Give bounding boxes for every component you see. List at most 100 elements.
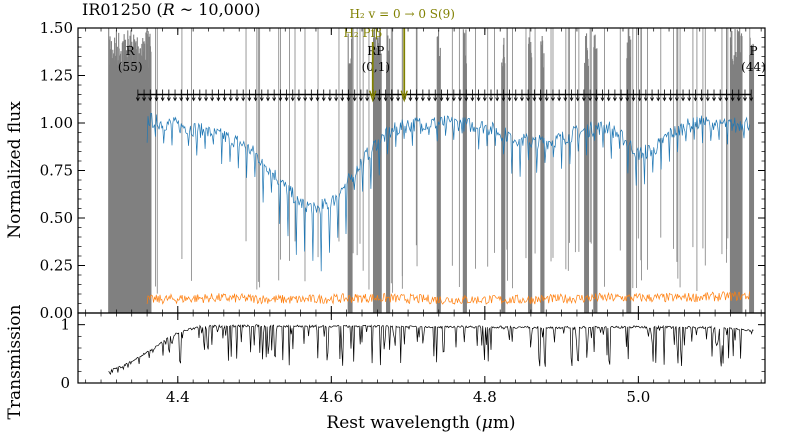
line-marker-arrow (569, 89, 574, 102)
line-markers (135, 89, 754, 102)
branch-label: RP (367, 44, 384, 58)
masked-region (584, 33, 590, 313)
line-marker-arrow (427, 89, 431, 102)
line-marker-arrow (526, 89, 531, 102)
masked-region (501, 37, 506, 313)
line-marker-arrow (389, 89, 394, 102)
line-marker-arrow (365, 89, 370, 102)
flux-panel: R (55) RP (0,1) P (44) H₂ v = 0 → 0 S(9) H₂ Pfβ… (5, 7, 766, 322)
line-marker-arrow (278, 89, 283, 102)
line-marker-arrow (414, 89, 419, 102)
line-marker-arrow (662, 89, 667, 102)
line-marker-arrow (191, 89, 196, 102)
line-marker-arrow (650, 89, 655, 102)
line-marker-arrow (135, 89, 140, 102)
masked-region (749, 37, 755, 313)
line-marker-arrow (631, 89, 636, 102)
y-tick-label: 0.00 (40, 304, 73, 322)
line-marker-arrow (284, 89, 289, 102)
y-tick-label: 1.00 (40, 114, 73, 132)
line-marker-arrow (296, 89, 301, 102)
line-marker-arrow (544, 89, 549, 102)
line-marker-arrow (346, 89, 351, 102)
line-marker-arrow (637, 89, 642, 102)
x-tick-label: 4.4 (166, 388, 190, 406)
line-marker-arrow (241, 89, 246, 102)
line-marker-arrow (445, 89, 450, 102)
masked-region (347, 28, 353, 313)
line-marker-arrow (513, 89, 518, 102)
masked-region (108, 28, 152, 313)
line-marker-arrow (749, 89, 754, 102)
line-marker-arrow (204, 89, 208, 102)
line-marker-arrow (501, 89, 506, 102)
transmission-panel: 0 1 4.4 4.6 4.8 5.0 Transmission Rest wavelen… (5, 305, 766, 433)
line-marker-arrow (563, 89, 568, 102)
masked-region (372, 28, 382, 313)
masked-region (593, 34, 598, 313)
line-marker-arrow (197, 89, 202, 102)
line-marker-arrow (532, 89, 537, 102)
line-marker-arrow (272, 89, 277, 102)
line-marker-arrow (327, 89, 332, 102)
line-marker-arrow (482, 89, 487, 102)
line-marker-arrow (470, 89, 475, 102)
y-tick-label: 1.25 (40, 67, 73, 85)
h2-pfb-label: H₂ Pfβ (343, 26, 382, 40)
line-marker-arrow (259, 89, 264, 102)
line-marker-arrow (575, 89, 580, 102)
h2-line-arrow (400, 28, 408, 103)
branch-index: (55) (118, 60, 143, 74)
branch-index: (0,1) (362, 60, 390, 74)
line-marker-arrow (185, 89, 190, 102)
x-axis-label: Rest wavelength (μm) (326, 413, 515, 433)
line-marker-arrow (724, 89, 729, 102)
line-marker-arrow (718, 89, 723, 102)
line-marker-arrow (358, 89, 363, 102)
line-marker-arrow (458, 89, 462, 102)
line-marker-arrow (222, 89, 227, 102)
line-marker-arrow (142, 89, 147, 102)
line-marker-arrow (408, 89, 413, 102)
line-marker-arrow (681, 89, 685, 102)
x-tick-label: 4.8 (473, 388, 497, 406)
line-marker-arrow (699, 89, 704, 102)
masked-region (462, 29, 467, 313)
line-marker-arrow (520, 89, 524, 102)
series-normalized-flux (146, 112, 750, 272)
masked-region (540, 35, 545, 313)
x-tick-label: 5.0 (626, 388, 650, 406)
line-marker-arrow (334, 89, 339, 102)
line-marker-arrow (656, 89, 661, 102)
line-marker-arrow (557, 89, 562, 102)
line-marker-arrow (383, 89, 388, 102)
line-marker-arrow (550, 89, 555, 102)
line-marker-arrow (235, 89, 239, 102)
line-marker-arrow (712, 89, 716, 102)
transmission-y-axis-label: Transmission (5, 305, 25, 420)
branch-label: P (749, 44, 757, 58)
line-marker-arrow (687, 89, 692, 102)
chart-title: IR01250 (R ~ 10,000) (82, 0, 260, 19)
line-marker-arrow (606, 89, 611, 102)
line-marker-arrow (179, 89, 184, 102)
line-marker-arrow (451, 89, 456, 102)
line-marker-arrow (600, 89, 605, 102)
line-marker-arrow (309, 89, 314, 102)
line-marker-arrow (581, 89, 586, 102)
line-marker-arrow (352, 89, 357, 102)
line-marker-arrow (730, 89, 735, 102)
y-tick-label: 0 (60, 374, 70, 392)
y-tick-label: 0.50 (40, 209, 73, 227)
flux-y-axis-label: Normalized flux (5, 101, 25, 239)
y-tick-label: 1 (60, 316, 70, 334)
y-tick-label: 0.25 (40, 257, 73, 275)
line-marker-arrow (495, 89, 500, 102)
line-marker-arrow (674, 89, 679, 102)
series-transmission (108, 324, 754, 376)
line-marker-arrow (693, 89, 698, 102)
telluric-spikes (155, 28, 751, 294)
line-marker-arrow (439, 89, 444, 102)
line-marker-arrow (173, 89, 177, 102)
